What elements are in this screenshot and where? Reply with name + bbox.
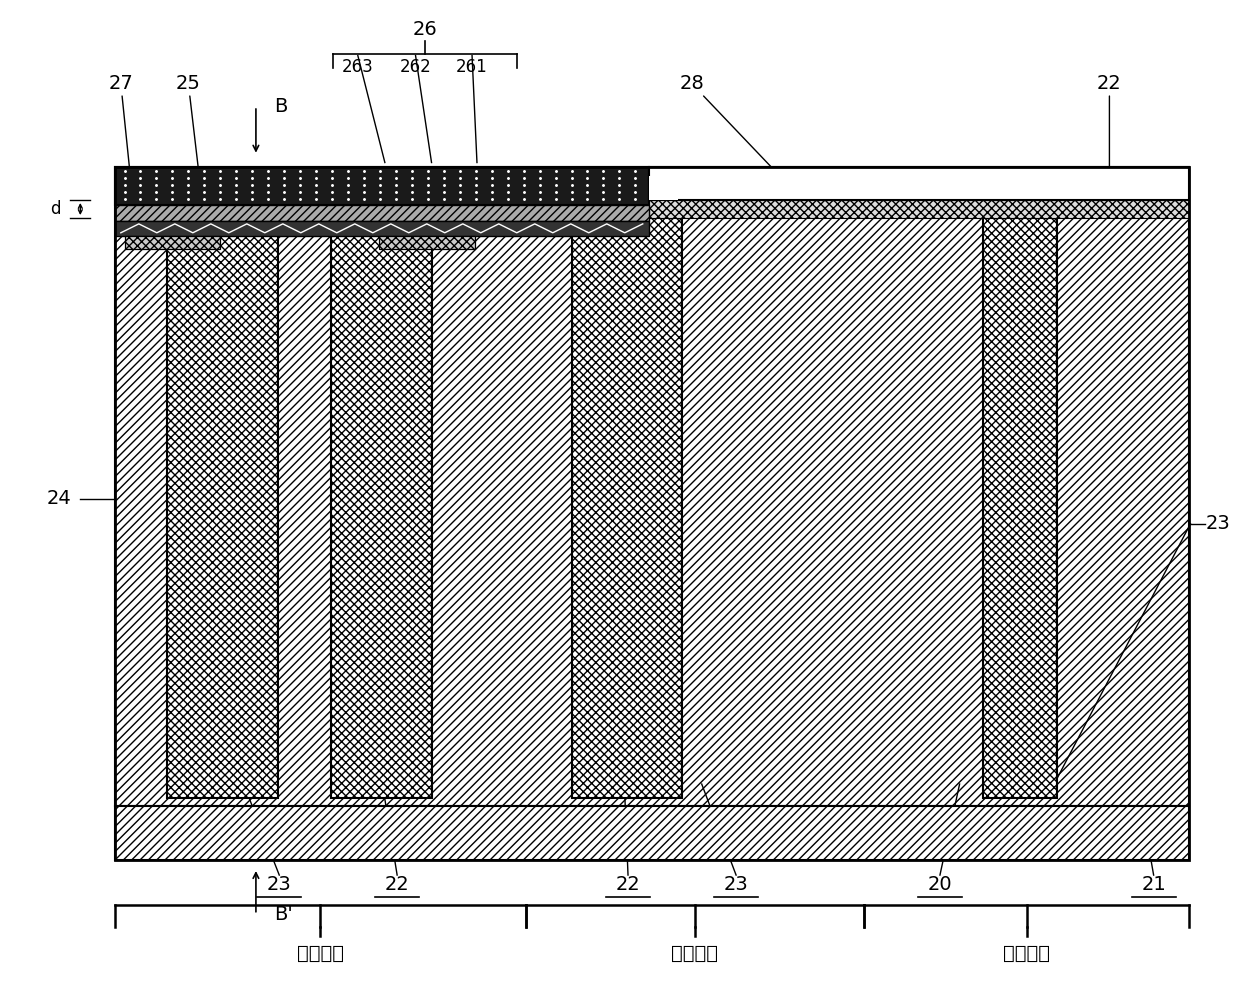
Text: 261: 261 bbox=[456, 58, 487, 76]
Bar bbox=[114, 221, 649, 236]
Bar bbox=[114, 168, 1189, 860]
Text: 终端区域: 终端区域 bbox=[1003, 944, 1050, 963]
Text: 262: 262 bbox=[399, 58, 432, 76]
Bar bbox=[114, 201, 649, 218]
Text: 过渡区域: 过渡区域 bbox=[671, 944, 718, 963]
Text: 23: 23 bbox=[267, 875, 291, 894]
Text: 26: 26 bbox=[413, 20, 438, 39]
Text: 263: 263 bbox=[342, 58, 373, 76]
Bar bbox=[572, 171, 682, 797]
Text: 21: 21 bbox=[1141, 875, 1166, 894]
Text: 27: 27 bbox=[108, 74, 133, 168]
Bar bbox=[378, 236, 475, 249]
Text: 元胞区域: 元胞区域 bbox=[296, 944, 343, 963]
Text: 22: 22 bbox=[384, 875, 409, 894]
Bar bbox=[124, 236, 221, 249]
Text: 28: 28 bbox=[680, 74, 771, 168]
Bar bbox=[649, 201, 1189, 218]
Text: 23: 23 bbox=[724, 875, 749, 894]
Bar bbox=[167, 171, 278, 797]
Bar bbox=[983, 171, 1056, 797]
Text: d: d bbox=[51, 200, 61, 218]
Bar bbox=[114, 805, 1189, 860]
Text: 22: 22 bbox=[1097, 74, 1122, 178]
Text: B': B' bbox=[274, 905, 293, 924]
Bar bbox=[114, 205, 649, 221]
Text: 23: 23 bbox=[1205, 514, 1230, 533]
Text: 20: 20 bbox=[928, 875, 952, 894]
Text: B: B bbox=[274, 97, 288, 116]
Text: 22: 22 bbox=[615, 875, 640, 894]
Bar bbox=[114, 168, 649, 205]
Text: 24: 24 bbox=[47, 489, 72, 509]
Bar bbox=[331, 171, 432, 797]
Text: 25: 25 bbox=[176, 74, 201, 168]
Bar bbox=[649, 168, 1189, 201]
Bar bbox=[649, 177, 678, 201]
Bar bbox=[114, 168, 1189, 805]
